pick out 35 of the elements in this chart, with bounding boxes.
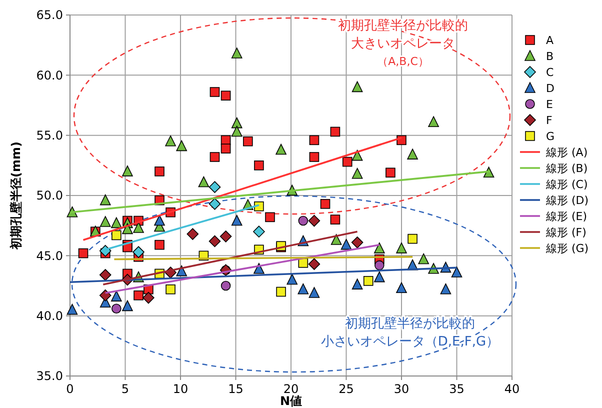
x-axis-title: N値 — [280, 394, 302, 408]
y-axis-title: 初期孔壁半径(mm) — [9, 142, 23, 250]
y-tick-label: 40.0 — [36, 309, 63, 324]
legend-label: B — [546, 50, 554, 63]
x-tick-label: 5 — [121, 382, 130, 396]
annotation: （A,B,C） — [377, 54, 429, 68]
legend-label: 線形 (G) — [545, 242, 589, 255]
annotation: 小さいオペレータ（D,E,F,G） — [320, 334, 500, 350]
legend-label: 線形 (A) — [545, 146, 588, 159]
annotation: 初期孔壁半径が比較的 — [345, 316, 475, 332]
legend-label: 線形 (B) — [545, 162, 588, 175]
legend-label: 線形 (D) — [545, 194, 589, 207]
legend-label: 線形 (C) — [545, 178, 588, 191]
y-tick-label: 60.0 — [36, 68, 63, 82]
x-tick-label: 20 — [283, 382, 299, 396]
legend-label: D — [546, 82, 554, 95]
legend-label: 線形 (F) — [545, 226, 586, 239]
legend-label: 線形 (E) — [545, 210, 588, 223]
legend-label: A — [546, 34, 554, 47]
x-tick-label: 30 — [394, 382, 410, 396]
x-tick-label: 15 — [228, 382, 244, 396]
y-tick-label: 55.0 — [36, 128, 63, 143]
legend-label: C — [546, 66, 554, 79]
legend-label: F — [546, 114, 552, 127]
x-tick-label: 35 — [449, 382, 464, 396]
x-tick-label: 10 — [172, 382, 188, 396]
legend-label: G — [546, 130, 555, 143]
y-tick-label: 45.0 — [36, 248, 63, 263]
x-tick-label: 0 — [66, 382, 74, 396]
legend-label: E — [546, 98, 553, 111]
y-tick-label: 50.0 — [36, 188, 63, 203]
y-tick-label: 65.0 — [36, 8, 63, 22]
y-tick-label: 35.0 — [36, 369, 63, 384]
x-tick-label: 25 — [338, 382, 354, 396]
x-tick-label: 40 — [504, 382, 520, 396]
